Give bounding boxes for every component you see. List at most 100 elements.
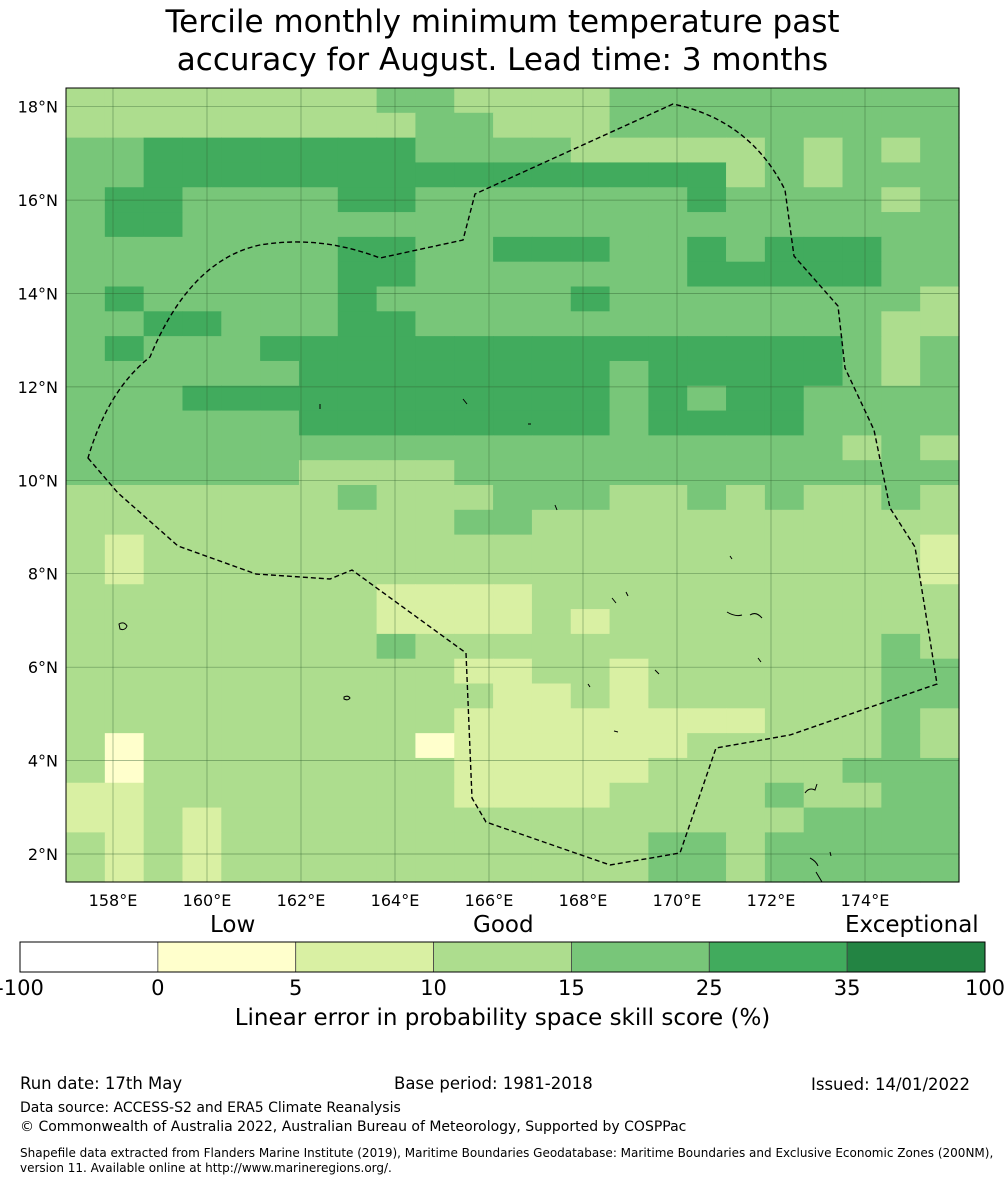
island-outlines <box>118 398 832 883</box>
shapefile-credit-line-1: Shapefile data extracted from Flanders M… <box>20 1146 994 1160</box>
grid-cell <box>648 88 688 114</box>
grid-cell <box>803 757 844 784</box>
grid-cell <box>609 782 649 809</box>
grid-cell <box>764 385 805 412</box>
grid-cell <box>376 683 417 709</box>
grid-cell <box>337 584 378 610</box>
grid-cell <box>881 534 921 561</box>
grid-cell <box>298 360 339 387</box>
grid-cell <box>182 460 222 486</box>
longitude-tick-label: 170°E <box>653 891 702 910</box>
grid-cell <box>337 733 378 759</box>
grid-cell <box>66 782 106 809</box>
grid-cell <box>143 112 184 139</box>
grid-cell <box>570 832 611 858</box>
grid-cell <box>493 336 533 362</box>
grid-cell <box>66 311 106 337</box>
grid-cell <box>260 807 300 833</box>
grid-cell <box>298 633 339 660</box>
grid-cell <box>531 88 572 114</box>
grid-cell <box>531 683 572 709</box>
grid-cell <box>182 733 222 759</box>
grid-cell <box>570 559 611 585</box>
grid-cell <box>764 633 805 660</box>
grid-cell <box>454 832 494 858</box>
grid-cell <box>687 633 727 660</box>
grid-cell <box>764 782 805 809</box>
grid-cell <box>260 832 300 858</box>
grid-cell <box>143 460 184 486</box>
grid-cell <box>531 360 572 387</box>
grid-cell <box>726 733 766 759</box>
grid-cell <box>803 683 844 709</box>
grid-cell <box>376 832 417 858</box>
grid-cell <box>143 782 184 809</box>
grid-cell <box>104 633 145 660</box>
grid-cell <box>570 509 611 536</box>
longitude-tick-label: 168°E <box>559 891 608 910</box>
grid-cell <box>726 236 766 263</box>
longitude-tick-label: 172°E <box>747 891 796 910</box>
grid-cell <box>454 559 494 585</box>
grid-cell <box>415 460 455 486</box>
grid-cell <box>687 336 727 362</box>
grid-cell <box>764 410 805 436</box>
grid-cell <box>609 286 649 312</box>
grid-cell <box>493 410 533 436</box>
grid-cell <box>221 857 261 883</box>
grid-cell <box>298 757 339 784</box>
grid-cell <box>337 212 378 238</box>
grid-cell <box>726 435 766 461</box>
grid-cell <box>415 286 455 312</box>
grid-cell <box>920 509 960 536</box>
grid-cell <box>842 112 882 139</box>
grid-cell <box>648 609 688 635</box>
grid-cell <box>842 485 882 511</box>
grid-cell <box>648 410 688 436</box>
grid-cell <box>609 336 649 362</box>
grid-cell <box>221 112 261 139</box>
grid-cell <box>66 162 106 188</box>
grid-cell <box>182 360 222 387</box>
grid-cell <box>881 633 921 660</box>
grid-cell <box>182 708 222 734</box>
grid-cell <box>764 336 805 362</box>
grid-cell <box>260 509 300 536</box>
grid-cell <box>803 385 844 412</box>
grid-cell <box>104 832 145 858</box>
grid-cell <box>221 385 261 412</box>
grid-cell <box>687 212 727 238</box>
grid-cell <box>454 385 494 412</box>
grid-cell <box>104 360 145 387</box>
grid-cell <box>298 261 339 288</box>
grid-cell <box>415 212 455 238</box>
grid-cell <box>531 633 572 660</box>
grid-cell <box>687 360 727 387</box>
colorbar <box>19 941 986 973</box>
grid-cell <box>842 633 882 660</box>
grid-cell <box>881 435 921 461</box>
grid-cell <box>376 534 417 561</box>
grid-cell <box>648 534 688 561</box>
grid-cell <box>298 509 339 536</box>
grid-cell <box>493 112 533 139</box>
grid-cell <box>221 509 261 536</box>
grid-cell <box>920 212 960 238</box>
grid-cell <box>143 385 184 412</box>
grid-cell <box>493 807 533 833</box>
grid-cell <box>842 509 882 536</box>
grid-cell <box>570 757 611 784</box>
grid-cell <box>143 162 184 188</box>
grid-cell <box>609 212 649 238</box>
grid-cell <box>648 658 688 685</box>
grid-cell <box>66 609 106 635</box>
grid-cell <box>570 311 611 337</box>
grid-cell <box>298 236 339 263</box>
grid-cell <box>531 757 572 784</box>
grid-cell <box>143 137 184 164</box>
grid-cell <box>726 683 766 709</box>
grid-cell <box>842 733 882 759</box>
grid-cell <box>298 112 339 139</box>
grid-cell <box>570 410 611 436</box>
grid-cell <box>920 757 960 784</box>
